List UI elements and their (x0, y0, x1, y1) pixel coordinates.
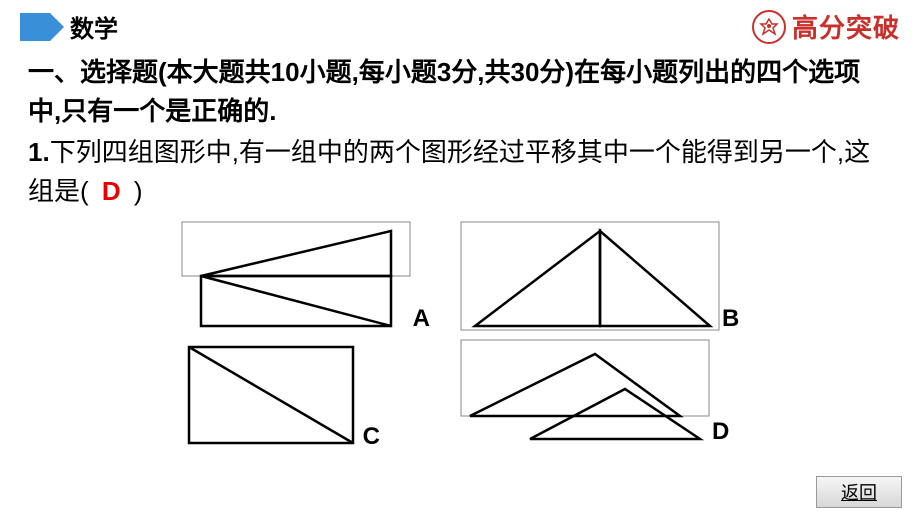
figure-A: A (181, 221, 430, 331)
tab-marker (20, 13, 50, 41)
label-B: B (722, 307, 739, 331)
figure-B-svg (460, 221, 720, 331)
brand-text: 高分突破 (792, 8, 900, 45)
question-text: 下列四组图形中,有一组中的两个图形经过平移其中一个能得到另一个,这组是( (28, 137, 870, 206)
subject-title: 数学 (70, 9, 118, 44)
brand-icon (752, 10, 786, 44)
question-number: 1. (28, 137, 50, 167)
brand: 高分突破 (752, 8, 900, 45)
header-left: 数学 (20, 9, 118, 44)
section-prefix: 一、选择题 (28, 57, 158, 87)
question-close: ) (134, 176, 143, 206)
figure-D-svg (460, 339, 710, 444)
figure-A-svg (181, 221, 411, 331)
figure-D: D (460, 339, 739, 444)
section-instructions: 一、选择题(本大题共10小题,每小题3分,共30分)在每小题列出的四个选项中,只… (28, 53, 892, 131)
question-1: 1.下列四组图形中,有一组中的两个图形经过平移其中一个能得到另一个,这组是( D… (28, 133, 892, 211)
figure-C: C (181, 339, 430, 449)
label-D: D (712, 420, 729, 444)
label-C: C (363, 425, 380, 449)
figure-B: B (460, 221, 739, 331)
label-A: A (413, 307, 430, 331)
figures-grid: A B C D (28, 221, 892, 449)
return-button[interactable]: 返回 (816, 476, 902, 508)
answer-letter: D (96, 176, 127, 206)
content-area: 一、选择题(本大题共10小题,每小题3分,共30分)在每小题列出的四个选项中,只… (0, 49, 920, 449)
figure-C-svg (181, 339, 361, 449)
page-header: 数学 高分突破 (0, 0, 920, 49)
